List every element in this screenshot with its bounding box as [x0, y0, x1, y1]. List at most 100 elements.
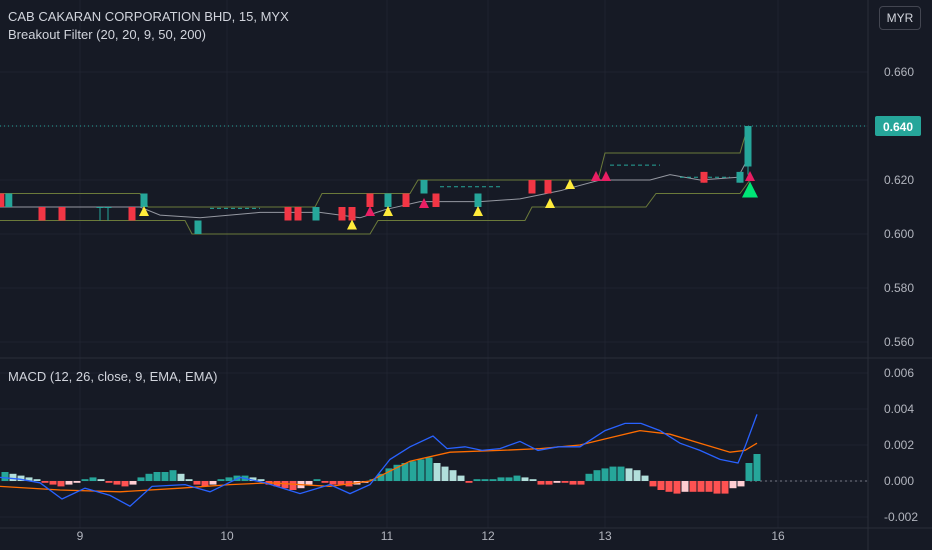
- time-tick-label: 11: [381, 529, 394, 543]
- macd-histogram-bar: [729, 481, 737, 489]
- candle-body: [294, 207, 302, 221]
- macd-tick-label: 0.004: [884, 402, 914, 416]
- last-price-badge: [875, 116, 921, 136]
- macd-histogram-bar: [673, 481, 681, 494]
- macd-histogram-bar: [537, 481, 545, 485]
- macd-histogram-bar: [401, 463, 409, 481]
- macd-histogram-bar: [385, 468, 393, 481]
- macd-histogram-bar: [337, 481, 345, 485]
- buy-signal-triangle: [383, 206, 393, 217]
- candle-body: [384, 193, 392, 207]
- price-tick-label: 0.600: [884, 227, 914, 241]
- sell-signal-triangle: [419, 197, 429, 208]
- macd-histogram-bar: [129, 481, 137, 485]
- candle-body: [700, 171, 708, 183]
- macd-histogram-bar: [225, 477, 233, 481]
- macd-histogram-bar: [1, 472, 9, 481]
- macd-histogram-bar: [89, 477, 97, 481]
- macd-histogram-bar: [289, 481, 297, 490]
- macd-histogram-bar: [457, 475, 465, 481]
- currency-button[interactable]: MYR: [879, 6, 921, 30]
- buy-signal-triangle: [473, 206, 483, 217]
- candle-body: [744, 126, 752, 167]
- macd-histogram-bar: [465, 481, 473, 483]
- last-price-label: 0.640: [883, 120, 913, 134]
- macd-histogram-bar: [681, 481, 689, 492]
- macd-histogram-bar: [545, 481, 553, 485]
- candle-body: [96, 207, 104, 208]
- time-tick-label: 16: [771, 529, 785, 543]
- candle-body: [366, 193, 374, 207]
- macd-histogram-bar: [697, 481, 705, 492]
- sell-signal-triangle: [601, 170, 611, 181]
- macd-histogram-bar: [81, 479, 89, 481]
- macd-histogram-bar: [633, 470, 641, 481]
- time-tick-label: 9: [77, 529, 84, 543]
- macd-histogram-bar: [321, 481, 329, 483]
- candle-body: [736, 171, 744, 183]
- macd-histogram-bar: [73, 481, 81, 483]
- macd-histogram-bar: [665, 481, 673, 492]
- candle-body: [432, 193, 440, 207]
- macd-histogram-bar: [9, 473, 17, 481]
- macd-histogram-bar: [41, 481, 49, 483]
- macd-title: MACD (12, 26, close, 9, EMA, EMA): [8, 369, 218, 384]
- macd-histogram-bar: [529, 479, 537, 481]
- price-tick-label: 0.560: [884, 335, 914, 349]
- macd-histogram-bar: [569, 481, 577, 485]
- macd-histogram-bar: [113, 481, 121, 485]
- time-tick-label: 10: [220, 529, 234, 543]
- macd-histogram-bar: [49, 481, 57, 485]
- macd-histogram-bar: [33, 479, 41, 481]
- macd-histogram-bar: [689, 481, 697, 492]
- macd-histogram-bar: [105, 481, 113, 483]
- macd-histogram-bar: [737, 481, 745, 487]
- price-tick-label: 0.580: [884, 281, 914, 295]
- upper-channel-line: [0, 125, 749, 208]
- sell-signal-triangle: [745, 170, 755, 181]
- macd-histogram-bar: [305, 481, 313, 485]
- sell-signal-triangle: [365, 206, 375, 217]
- candle-body: [194, 220, 202, 234]
- candle-body: [402, 193, 410, 207]
- macd-tick-label: -0.002: [884, 510, 918, 524]
- candle-body: [528, 180, 536, 194]
- macd-histogram-bar: [393, 464, 401, 481]
- macd-histogram-bar: [585, 473, 593, 481]
- macd-histogram-bar: [209, 481, 217, 485]
- macd-histogram-bar: [257, 479, 265, 481]
- macd-histogram-bar: [617, 466, 625, 481]
- candle-body: [312, 207, 320, 221]
- macd-histogram-bar: [609, 466, 617, 481]
- macd-histogram-bar: [65, 481, 73, 485]
- macd-histogram-bar: [481, 479, 489, 481]
- macd-tick-label: 0.006: [884, 366, 914, 380]
- candle-body: [420, 180, 428, 194]
- buy-signal-triangle: [347, 219, 357, 230]
- candle-body: [104, 207, 112, 208]
- sell-signal-triangle: [591, 170, 601, 181]
- macd-histogram-bar: [201, 481, 209, 487]
- macd-histogram-bar: [185, 479, 193, 481]
- macd-histogram-bar: [625, 468, 633, 481]
- macd-histogram-bar: [601, 468, 609, 481]
- macd-histogram-bar: [169, 470, 177, 481]
- price-tick-label: 0.620: [884, 173, 914, 187]
- macd-histogram-bar: [249, 477, 257, 481]
- macd-histogram-bar: [425, 457, 433, 481]
- macd-histogram-bar: [97, 479, 105, 481]
- macd-histogram-bar: [281, 481, 289, 489]
- macd-histogram-bar: [641, 475, 649, 481]
- indicator-title: Breakout Filter (20, 20, 9, 50, 200): [8, 27, 206, 42]
- macd-histogram-bar: [433, 463, 441, 481]
- buy-signal-triangle: [139, 206, 149, 217]
- macd-histogram-bar: [161, 472, 169, 481]
- macd-histogram-bar: [657, 481, 665, 490]
- lower-channel-line: [0, 179, 751, 235]
- macd-histogram-bar: [313, 479, 321, 481]
- macd-histogram-bar: [713, 481, 721, 494]
- candle-body: [5, 193, 13, 207]
- macd-histogram-bar: [721, 481, 729, 494]
- candle-body: [284, 207, 292, 221]
